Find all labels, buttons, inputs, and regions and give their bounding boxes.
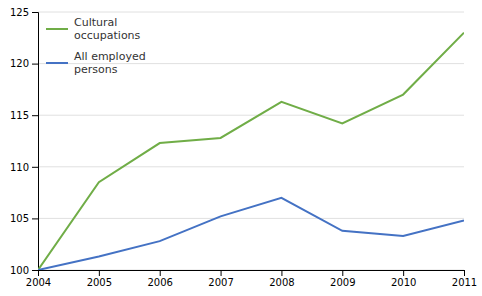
- tick-mark: [464, 270, 465, 276]
- legend: Culturaloccupations All employedpersons: [46, 16, 146, 76]
- tick-mark: [32, 218, 38, 219]
- tick-mark: [32, 270, 38, 271]
- plot: 2004 2005 2006 2007 2008 2009 2010 2011 100 105 11…: [10, 7, 477, 288]
- lines: [38, 33, 464, 270]
- tick-mark: [99, 270, 100, 276]
- x-axis: 2004 2005 2006 2007 2008 2009 2010 2011: [26, 270, 477, 288]
- tick-mark: [32, 12, 38, 13]
- tick-label: 125: [10, 7, 29, 18]
- axis-domain: [32, 13, 39, 271]
- grid-line: [38, 218, 464, 219]
- tick-mark: [342, 270, 343, 276]
- tick: 2011: [452, 270, 477, 288]
- tick-label: 2007: [208, 277, 233, 288]
- legend-label: Culturaloccupations: [74, 16, 141, 42]
- tick-label: 2005: [87, 277, 112, 288]
- tick-mark: [281, 270, 282, 276]
- axis-domain: [39, 271, 465, 277]
- tick-label: 100: [10, 265, 29, 276]
- tick: 2008: [269, 270, 294, 288]
- legend-swatch: [46, 62, 68, 64]
- tick: 2007: [208, 270, 233, 288]
- tick-label: 110: [10, 162, 29, 173]
- tick: 2005: [87, 270, 112, 288]
- line: [38, 198, 464, 270]
- tick-label: 2011: [452, 277, 477, 288]
- tick-label: 2006: [147, 277, 172, 288]
- legend-entry: Culturaloccupations: [46, 16, 141, 42]
- line: [38, 33, 464, 270]
- tick: 105: [10, 213, 38, 224]
- tick-label: 120: [10, 58, 29, 69]
- grid-line: [38, 166, 464, 167]
- tick-mark: [403, 270, 404, 276]
- tick: 115: [10, 110, 38, 121]
- tick-label: 2009: [330, 277, 355, 288]
- tick-mark: [32, 115, 38, 116]
- tick: 2004: [26, 270, 51, 288]
- tick-label: 2008: [269, 277, 294, 288]
- legend-label: All employedpersons: [74, 50, 146, 76]
- chart: 2004 2005 2006 2007 2008 2009 2010 2011 100 105 11…: [0, 0, 482, 296]
- tick: 110: [10, 162, 38, 173]
- tick-mark: [160, 270, 161, 276]
- tick-label: 2004: [26, 277, 51, 288]
- tick: 125: [10, 7, 38, 18]
- legend-swatch: [46, 28, 68, 30]
- tick: 120: [10, 58, 38, 69]
- tick: 2010: [391, 270, 416, 288]
- tick-label: 2010: [391, 277, 416, 288]
- tick: 2006: [147, 270, 172, 288]
- tick-mark: [32, 167, 38, 168]
- grid: [38, 12, 464, 270]
- grid-line: [38, 12, 464, 13]
- tick-label: 105: [10, 213, 29, 224]
- legend-entry: All employedpersons: [46, 50, 146, 76]
- tick: 100: [10, 265, 38, 276]
- grid-line: [38, 115, 464, 116]
- y-axis: 100 105 110 115 120 125: [10, 7, 39, 276]
- tick-mark: [32, 64, 38, 65]
- tick-mark: [221, 270, 222, 276]
- tick: 2009: [330, 270, 355, 288]
- tick-label: 115: [10, 110, 29, 121]
